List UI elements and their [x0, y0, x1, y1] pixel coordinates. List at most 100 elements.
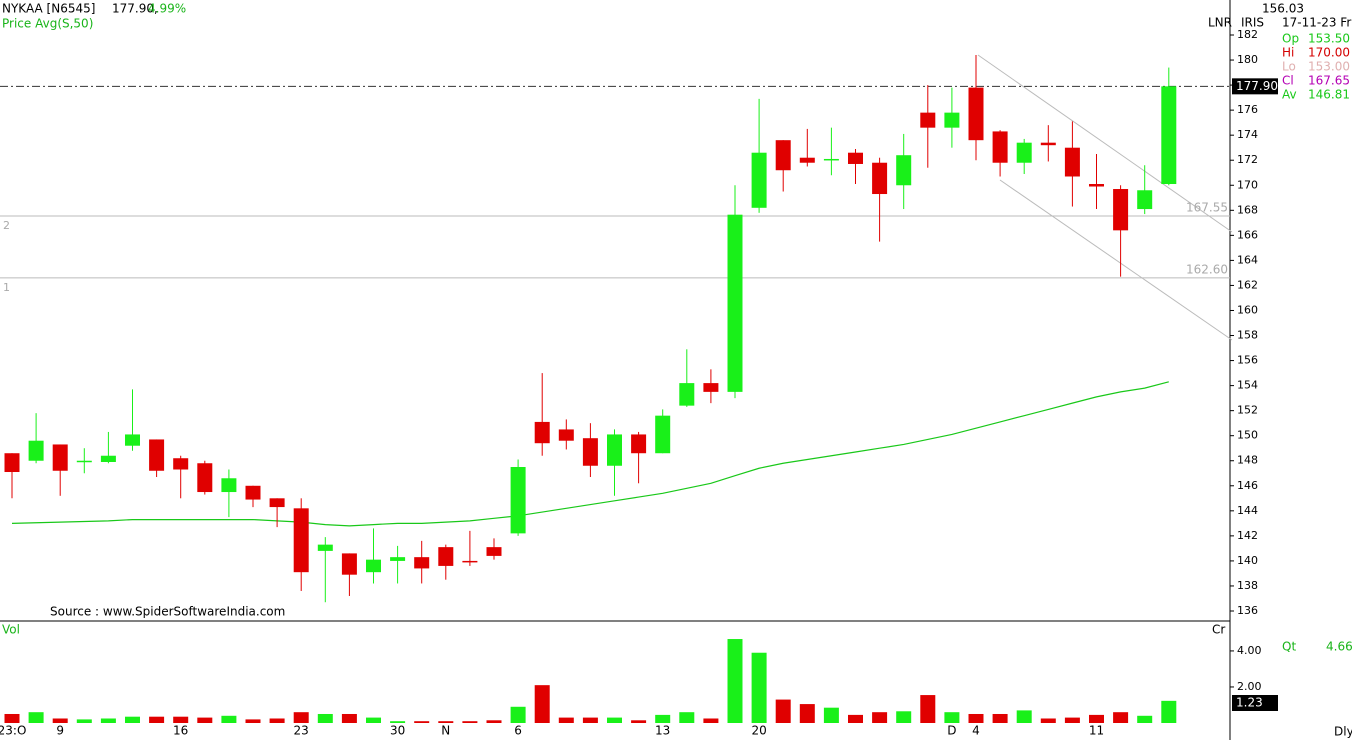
- info-label: Hi: [1282, 46, 1294, 60]
- candle-body: [848, 152, 863, 164]
- volume-bar: [751, 652, 767, 723]
- volume-bar: [920, 695, 936, 723]
- period: Dly: [1334, 725, 1352, 739]
- info-value: 146.81: [1308, 88, 1350, 102]
- y-tick-label: 148: [1237, 454, 1258, 467]
- candle-body: [703, 383, 719, 392]
- candle-body: [823, 158, 839, 161]
- last-price-box: [1232, 78, 1278, 95]
- volume-bar: [968, 713, 984, 723]
- y-tick-label: 144: [1237, 504, 1258, 517]
- volume-bar: [631, 720, 647, 723]
- volume-bar: [366, 717, 381, 723]
- candle-body: [920, 112, 936, 128]
- volume-bar: [100, 718, 116, 723]
- x-tick-label: D: [947, 724, 956, 738]
- x-tick-label: 30: [390, 724, 405, 738]
- volume-bar: [486, 720, 502, 723]
- volume-bar: [1040, 718, 1056, 723]
- volume-bar: [197, 717, 213, 723]
- candle-body: [197, 463, 213, 493]
- candle-body: [631, 434, 647, 454]
- candle-body: [872, 162, 888, 195]
- candle-body: [1137, 190, 1153, 210]
- y-tick-label: 158: [1237, 329, 1258, 342]
- candle-body: [992, 131, 1008, 163]
- y-tick-label: 146: [1237, 479, 1258, 492]
- candle-body: [1113, 189, 1129, 231]
- volume-bar: [28, 712, 44, 723]
- candle-body: [414, 557, 430, 569]
- candle-body: [4, 453, 20, 473]
- volume-bar: [1113, 712, 1129, 723]
- candle-body: [607, 434, 622, 466]
- volume-bar: [534, 685, 550, 723]
- volume-bar: [799, 704, 815, 723]
- volume-bar: [341, 713, 357, 723]
- candle-body: [76, 460, 92, 463]
- volume-bar: [173, 716, 189, 723]
- volume-bar: [149, 716, 165, 723]
- x-tick-label: 9: [56, 724, 64, 738]
- y-tick-label: 182: [1237, 28, 1258, 41]
- volume-tick-label: 4.00: [1237, 644, 1262, 657]
- candle-body: [896, 155, 912, 186]
- candle-body: [534, 421, 550, 444]
- volume-bar: [992, 713, 1008, 723]
- volume-bar: [727, 639, 743, 723]
- volume-bar: [317, 713, 333, 723]
- volume-bar: [76, 719, 92, 723]
- candle-body: [317, 544, 333, 551]
- y-tick-label: 176: [1237, 103, 1258, 116]
- info-label: Op: [1282, 32, 1299, 46]
- moving-average: [11, 381, 1169, 527]
- axis-tag: LNR: [1208, 16, 1232, 30]
- x-tick-label: 23:O: [0, 724, 26, 738]
- volume-bar: [1137, 715, 1153, 723]
- volume-unit: Cr: [1212, 623, 1225, 637]
- candle-body: [462, 560, 478, 563]
- candle-body: [775, 140, 791, 171]
- candle-body: [173, 458, 189, 470]
- volume-bar: [703, 718, 719, 723]
- candle-body: [293, 508, 309, 573]
- qty-label: Qt: [1282, 640, 1296, 654]
- y-tick-label: 168: [1237, 203, 1258, 216]
- level-label: 167.55: [1186, 200, 1228, 214]
- volume-bar: [944, 712, 960, 723]
- volume-bar: [4, 713, 20, 723]
- candle-body: [1089, 184, 1104, 187]
- volume-bar: [872, 712, 888, 723]
- volume-bar: [52, 718, 68, 723]
- volume-bar: [775, 699, 791, 723]
- x-tick-label: N: [441, 724, 450, 738]
- volume-bar: [1016, 710, 1032, 723]
- y-tick-label: 156: [1237, 354, 1258, 367]
- volume-bar: [245, 719, 261, 723]
- level-label: 162.60: [1186, 262, 1228, 276]
- y-tick-label: 152: [1237, 404, 1258, 417]
- x-tick-label: 6: [514, 724, 522, 738]
- candle-body: [100, 455, 116, 462]
- y-tick-label: 136: [1237, 604, 1258, 617]
- trendline: [999, 179, 1233, 341]
- candle-body: [1016, 142, 1032, 163]
- y-tick-label: 140: [1237, 554, 1258, 567]
- x-tick-label: 11: [1089, 724, 1104, 738]
- candle-body: [438, 547, 454, 566]
- candle-body: [510, 467, 526, 534]
- candle-body: [486, 547, 502, 556]
- ticker: NYKAA [N6545]: [2, 2, 95, 16]
- info-value: 153.00: [1308, 60, 1350, 74]
- volume-bar: [414, 721, 430, 723]
- axis-tag: IRIS: [1241, 16, 1264, 30]
- x-tick-label: 23: [294, 724, 309, 738]
- candle-body: [558, 429, 574, 441]
- volume-bar: [607, 717, 622, 723]
- volume-bar: [125, 716, 140, 723]
- candle-body: [28, 440, 44, 461]
- candle-body: [968, 87, 984, 141]
- candle-body: [679, 383, 695, 406]
- level-tag: 2: [3, 219, 10, 232]
